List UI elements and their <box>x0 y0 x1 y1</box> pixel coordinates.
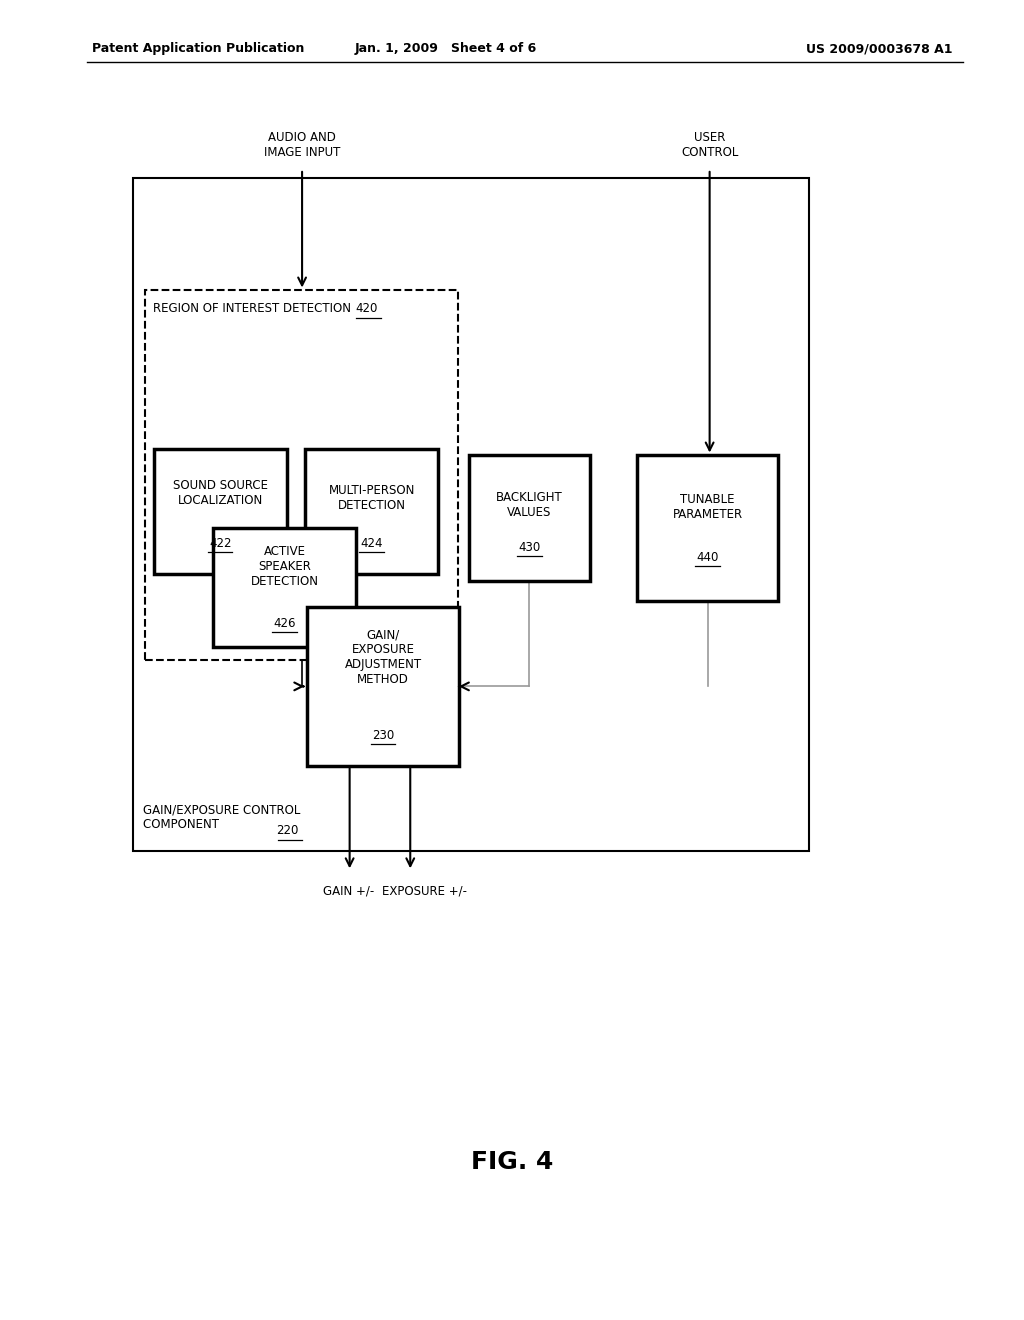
Text: REGION OF INTEREST DETECTION: REGION OF INTEREST DETECTION <box>153 302 354 315</box>
Text: 420: 420 <box>355 302 378 315</box>
Text: TUNABLE
PARAMETER: TUNABLE PARAMETER <box>673 492 742 521</box>
Text: FIG. 4: FIG. 4 <box>471 1150 553 1173</box>
Text: 422: 422 <box>209 537 231 549</box>
Text: 230: 230 <box>372 729 394 742</box>
Text: 430: 430 <box>518 541 541 553</box>
Text: Jan. 1, 2009   Sheet 4 of 6: Jan. 1, 2009 Sheet 4 of 6 <box>354 42 537 55</box>
Bar <box>154 449 287 574</box>
Text: 440: 440 <box>696 550 719 564</box>
Text: BACKLIGHT
VALUES: BACKLIGHT VALUES <box>496 491 563 519</box>
Text: EXPOSURE +/-: EXPOSURE +/- <box>382 884 468 898</box>
Text: 424: 424 <box>360 537 383 549</box>
Text: AUDIO AND
IMAGE INPUT: AUDIO AND IMAGE INPUT <box>264 131 340 160</box>
Text: 426: 426 <box>273 616 296 630</box>
Text: USER
CONTROL: USER CONTROL <box>681 131 738 160</box>
Text: Patent Application Publication: Patent Application Publication <box>92 42 304 55</box>
Bar <box>145 290 458 660</box>
Bar <box>133 178 809 851</box>
Text: US 2009/0003678 A1: US 2009/0003678 A1 <box>806 42 952 55</box>
Bar <box>213 528 356 647</box>
Text: GAIN/
EXPOSURE
ADJUSTMENT
METHOD: GAIN/ EXPOSURE ADJUSTMENT METHOD <box>344 628 422 686</box>
Text: SOUND SOURCE
LOCALIZATION: SOUND SOURCE LOCALIZATION <box>173 479 267 507</box>
Bar <box>469 455 590 581</box>
Text: GAIN +/-: GAIN +/- <box>323 884 374 898</box>
Bar <box>637 455 778 601</box>
Bar <box>307 607 459 766</box>
Text: ACTIVE
SPEAKER
DETECTION: ACTIVE SPEAKER DETECTION <box>251 545 318 587</box>
Text: MULTI-PERSON
DETECTION: MULTI-PERSON DETECTION <box>329 484 415 512</box>
Text: GAIN/EXPOSURE CONTROL
COMPONENT: GAIN/EXPOSURE CONTROL COMPONENT <box>143 803 301 832</box>
Bar <box>305 449 438 574</box>
Text: 220: 220 <box>276 824 299 837</box>
